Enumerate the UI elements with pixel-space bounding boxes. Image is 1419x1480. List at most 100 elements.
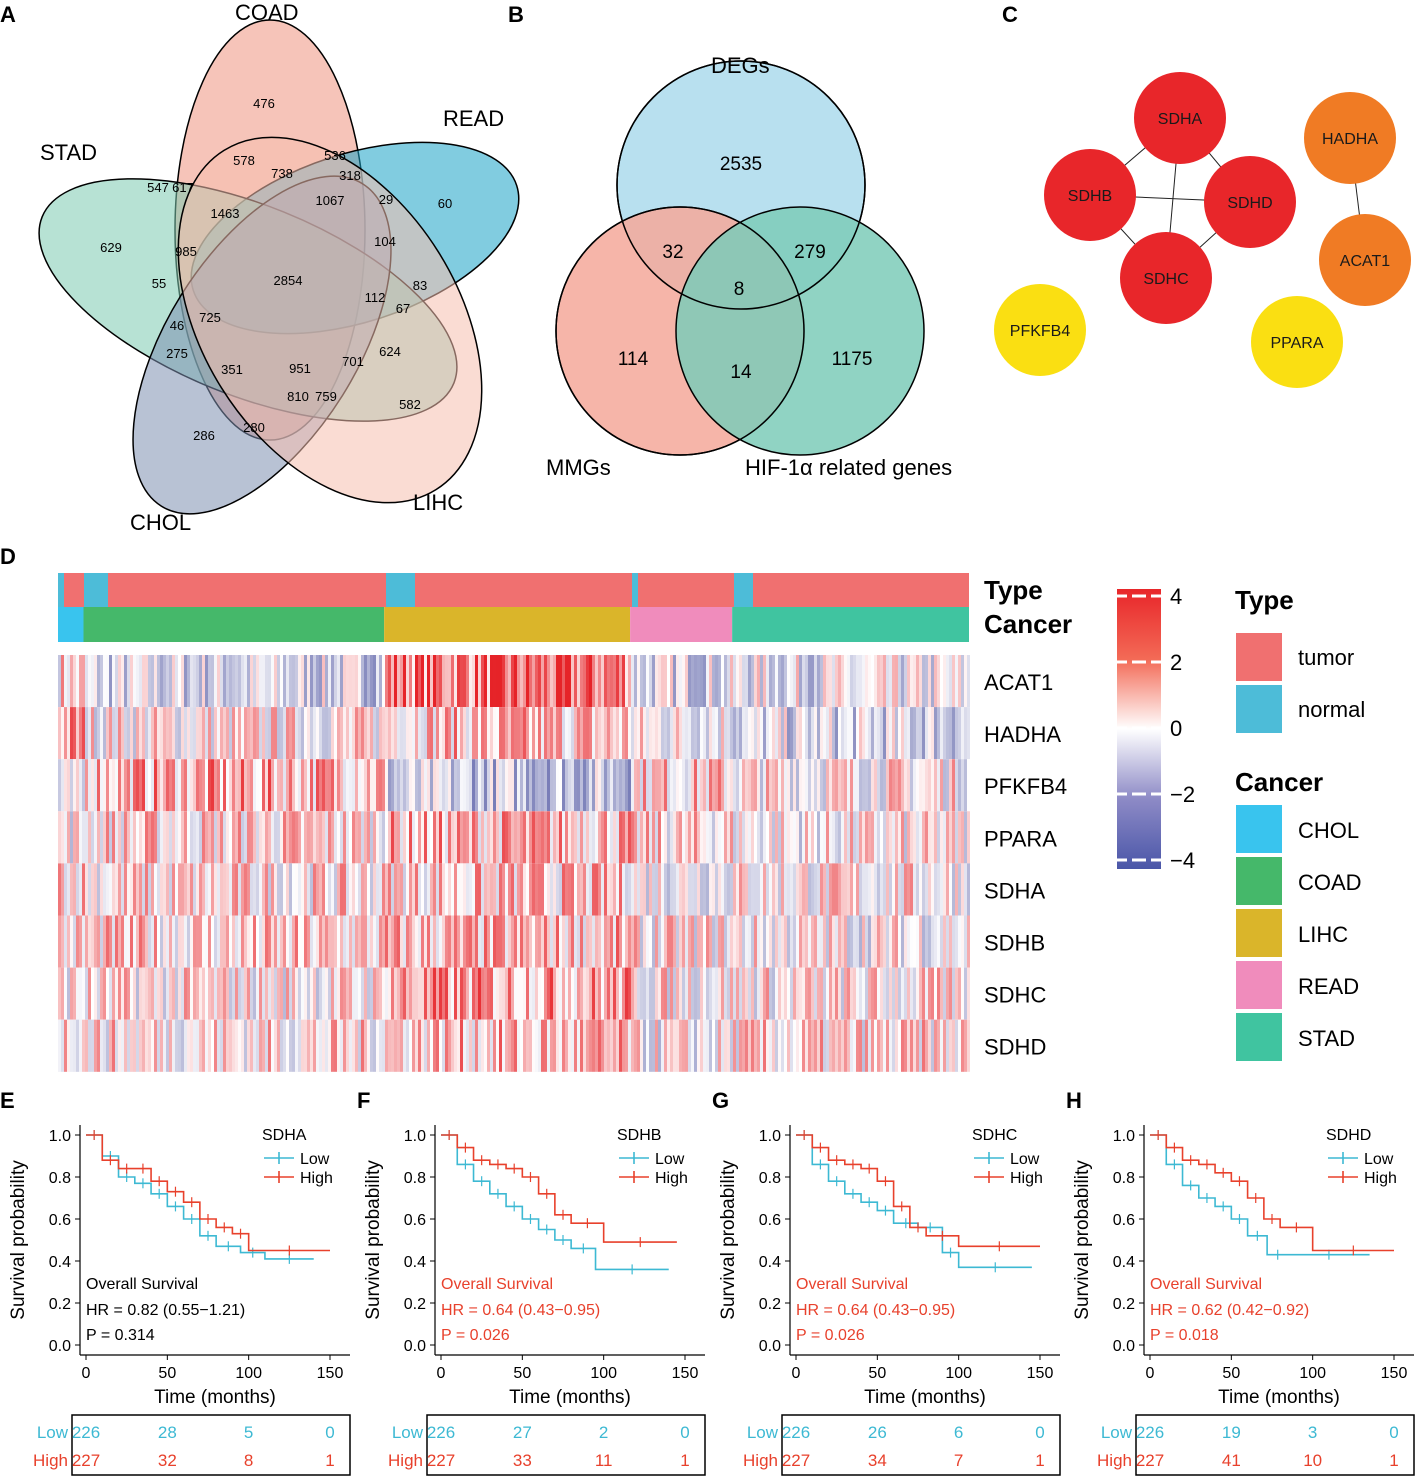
heatmap-cell [292,1019,295,1072]
heatmap-cell [310,759,313,812]
heatmap-cell [910,707,913,760]
heatmap-cell [640,1019,643,1072]
heatmap-cell [187,707,190,760]
heatmap-cell [802,1019,805,1072]
heatmap-cell [205,811,208,864]
heatmap-cell [619,915,622,968]
heatmap-cell [715,967,718,1020]
heatmap-cell [82,759,85,812]
heatmap-cell [727,811,730,864]
heatmap-cell [367,707,370,760]
heatmap-cell [850,863,853,916]
heatmap-cell [79,863,82,916]
heatmap-cell [631,915,634,968]
heatmap-cell [892,759,895,812]
heatmap-cell [940,915,943,968]
heatmap-cell [712,811,715,864]
heatmap-cell [751,707,754,760]
heatmap-cell [844,707,847,760]
colorbar-tick-label: −4 [1170,848,1195,873]
heatmap-cell [439,863,442,916]
heatmap-cell [313,915,316,968]
heatmap-cell [727,759,730,812]
heatmap-cell [142,915,145,968]
heatmap-cell [178,967,181,1020]
heatmap-cell [205,1019,208,1072]
heatmap-cell [895,915,898,968]
heatmap-cell [790,1019,793,1072]
heatmap-cell [631,863,634,916]
heatmap-cell [433,863,436,916]
heatmap-cell [943,811,946,864]
heatmap-cell [160,759,163,812]
heatmap-cell [685,759,688,812]
heatmap-cell [217,1019,220,1072]
heatmap-cell [850,915,853,968]
heatmap-cell [766,915,769,968]
heatmap-cell [190,759,193,812]
heatmap-cell [361,707,364,760]
heatmap-cell [316,655,319,708]
heatmap-cell [421,967,424,1020]
heatmap-cell [274,655,277,708]
heatmap-cell [313,759,316,812]
heatmap-cell [337,707,340,760]
heatmap-cell [460,915,463,968]
heatmap-cell [820,967,823,1020]
heatmap-cell [625,811,628,864]
km-annotation-title: Overall Survival [86,1276,198,1293]
heatmap-cell [934,915,937,968]
heatmap-cell [457,1019,460,1072]
heatmap-cell [394,759,397,812]
heatmap-cell [895,811,898,864]
heatmap-cell [202,811,205,864]
km-legend-title: SDHB [617,1127,661,1144]
heatmap-cell [940,655,943,708]
heatmap-cell [175,863,178,916]
heatmap-cell [331,707,334,760]
heatmap-cell [211,915,214,968]
heatmap-cell [340,1019,343,1072]
x-tick-label: 50 [158,1365,176,1382]
heatmap-cell [556,863,559,916]
heatmap-cell [349,655,352,708]
heatmap-cell [145,863,148,916]
heatmap-cell [235,1019,238,1072]
heatmap-cell [583,863,586,916]
heatmap-cell [706,655,709,708]
heatmap-cell [400,707,403,760]
risk-value: 226 [1136,1423,1164,1442]
heatmap-cell [202,759,205,812]
heatmap-cell [226,1019,229,1072]
heatmap-cell [127,915,130,968]
heatmap-cell [259,759,262,812]
risk-value: 32 [158,1451,177,1470]
heatmap-cell [262,655,265,708]
heatmap-cell [472,863,475,916]
heatmap-cell [274,915,277,968]
heatmap-cell [640,759,643,812]
gene-label: SDHC [984,983,1046,1008]
heatmap-cell [889,863,892,916]
heatmap-cell [133,655,136,708]
heatmap-cell [772,655,775,708]
heatmap-cell [688,1019,691,1072]
heatmap-cell [241,967,244,1020]
heatmap-cell [487,1019,490,1072]
x-tick-label: 100 [945,1365,972,1382]
heatmap-cell [568,811,571,864]
heatmap-cell [814,863,817,916]
heatmap-cell [880,811,883,864]
venn5-label-stad: STAD [40,140,97,165]
heatmap-cell [502,967,505,1020]
heatmap-cell [286,707,289,760]
heatmap-cell [160,707,163,760]
heatmap-cell [73,967,76,1020]
heatmap-cell [151,655,154,708]
heatmap-cell [583,655,586,708]
heatmap-cell [133,967,136,1020]
heatmap-cell [130,655,133,708]
heatmap-cell [415,915,418,968]
heatmap-cell [307,863,310,916]
heatmap-cell [760,967,763,1020]
